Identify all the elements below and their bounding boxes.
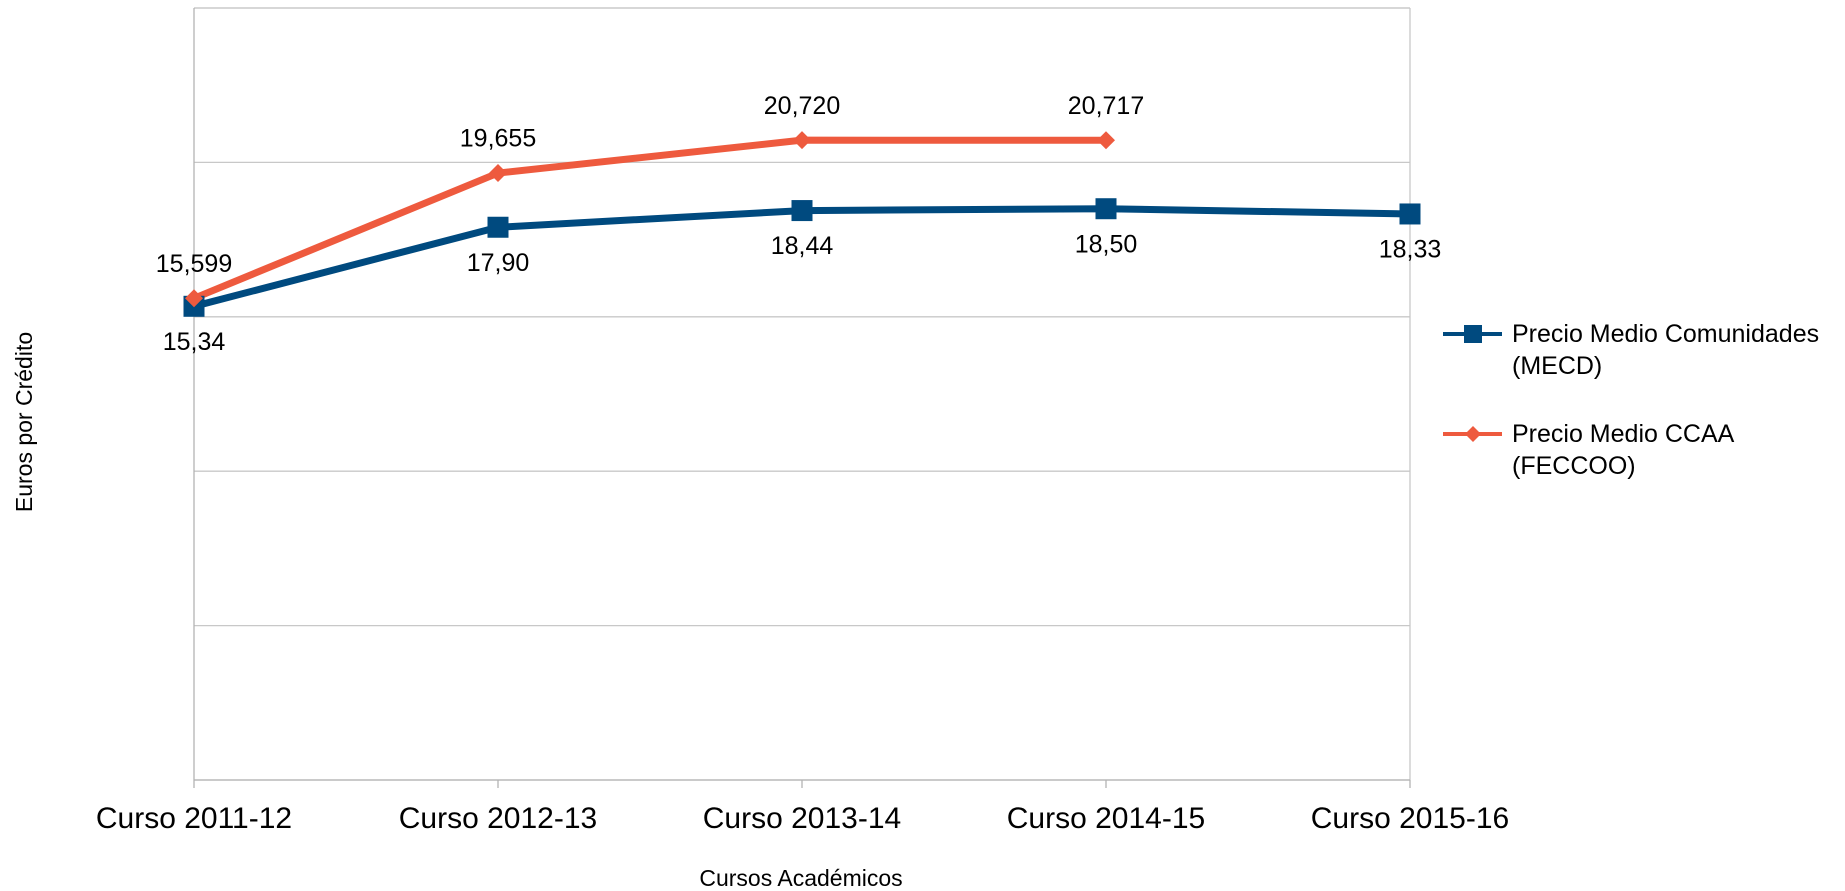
x-tick-label: Curso 2013-14 bbox=[703, 802, 901, 835]
point-marker bbox=[1095, 198, 1117, 220]
data-label: 15,34 bbox=[163, 328, 226, 356]
x-tick-label: Curso 2015-16 bbox=[1311, 802, 1509, 835]
data-label: 20,717 bbox=[1068, 92, 1144, 120]
data-label: 18,33 bbox=[1379, 236, 1442, 264]
legend-entry: Precio Medio CCAA (FECCOO) bbox=[1512, 420, 1733, 480]
point-marker bbox=[1097, 131, 1115, 150]
x-axis-title: Cursos Académicos bbox=[699, 865, 902, 891]
y-axis-title: Euros por Crédito bbox=[11, 332, 37, 512]
data-label: 18,50 bbox=[1075, 230, 1138, 258]
legend-marker bbox=[1464, 325, 1482, 343]
legend-label: Precio Medio Comunidades (MECD) bbox=[1512, 320, 1820, 380]
point-marker bbox=[185, 289, 203, 308]
point-marker bbox=[1399, 203, 1421, 225]
x-tick-label: Curso 2012-13 bbox=[399, 802, 597, 835]
data-label: 17,90 bbox=[467, 249, 530, 277]
x-tick-label: Curso 2014-15 bbox=[1007, 802, 1205, 835]
legend-marker bbox=[1465, 426, 1481, 442]
data-label: 20,720 bbox=[764, 92, 840, 120]
series-line bbox=[192, 136, 1107, 302]
point-marker bbox=[793, 131, 811, 150]
legend-label: Precio Medio CCAA (FECCOO) bbox=[1512, 420, 1733, 480]
data-label: 19,655 bbox=[460, 125, 536, 153]
data-label: 18,44 bbox=[771, 232, 834, 260]
point-marker bbox=[791, 200, 813, 222]
point-marker bbox=[487, 216, 509, 238]
x-tick-label: Curso 2011-12 bbox=[96, 802, 292, 835]
point-marker bbox=[489, 164, 507, 183]
data-label: 15,599 bbox=[156, 250, 232, 278]
legend-entry: Precio Medio Comunidades (MECD) bbox=[1512, 320, 1820, 380]
